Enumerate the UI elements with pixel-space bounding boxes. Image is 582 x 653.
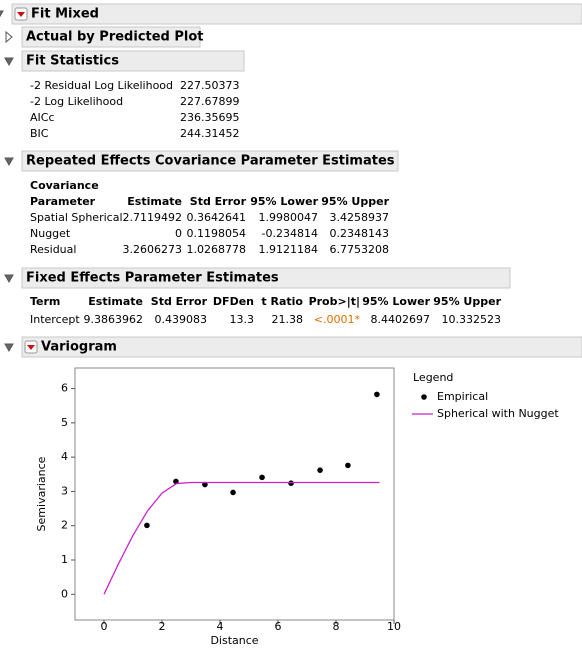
table-cell: <.0001*	[314, 313, 361, 326]
column-header: 95% Upper	[433, 295, 501, 308]
stat-value: 244.31452	[180, 127, 240, 140]
x-tick-label: 8	[333, 620, 340, 633]
table-cell: 1.0268778	[187, 243, 247, 256]
data-point	[144, 522, 150, 529]
legend-title: Legend	[413, 371, 453, 384]
disclosure-toggle[interactable]	[4, 157, 14, 167]
x-tick-label: 10	[387, 620, 401, 633]
column-header: Covariance	[30, 179, 99, 192]
data-point	[202, 481, 208, 488]
stat-value: 227.50373	[180, 79, 240, 92]
column-header: t Ratio	[261, 295, 303, 308]
table-cell: 2.7119492	[123, 211, 183, 224]
table-cell: -0.234814	[262, 227, 318, 240]
data-point	[230, 489, 236, 496]
column-header: Std Error	[151, 295, 208, 308]
x-tick-label: 6	[275, 620, 282, 633]
column-header: Estimate	[127, 195, 182, 208]
menu-arrow	[27, 345, 35, 350]
menu-arrow	[17, 12, 25, 17]
table-cell: 10.332523	[442, 313, 502, 326]
y-tick-label: 3	[61, 484, 68, 497]
stat-label: AICc	[30, 111, 55, 124]
disclosure-toggle[interactable]	[5, 30, 13, 44]
x-tick-label: 2	[159, 620, 166, 633]
table-cell: Residual	[30, 243, 76, 256]
legend-swatch	[421, 394, 427, 400]
column-header: Parameter	[30, 195, 96, 208]
column-header: Prob>|t|	[309, 295, 360, 308]
stat-label: -2 Residual Log Likelihood	[30, 79, 173, 92]
data-point	[317, 467, 323, 473]
column-header: 95% Lower	[362, 295, 430, 308]
column-header: 95% Upper	[321, 195, 389, 208]
table-cell: Intercept	[30, 313, 80, 326]
stat-label: -2 Log Likelihood	[30, 95, 123, 108]
data-point	[288, 480, 294, 487]
y-tick-label: 5	[61, 416, 68, 429]
data-point	[374, 391, 380, 398]
data-point	[259, 474, 265, 481]
table-cell: 0.3642641	[187, 211, 247, 224]
stat-value: 227.67899	[180, 95, 240, 108]
table-cell: 0.1198054	[187, 227, 247, 240]
column-header: 95% Lower	[250, 195, 318, 208]
y-tick-label: 6	[61, 382, 68, 395]
section-title: Fit Statistics	[26, 54, 119, 69]
table-cell: 9.3863962	[84, 313, 144, 326]
table-cell: 0.439083	[155, 313, 208, 326]
column-header: Std Error	[190, 195, 247, 208]
section-header	[21, 336, 582, 358]
y-tick-label: 4	[61, 450, 68, 463]
section-header	[21, 267, 511, 289]
section-title: Fixed Effects Parameter Estimates	[26, 271, 279, 286]
data-point	[345, 462, 351, 469]
legend-label: Spherical with Nugget	[437, 407, 559, 420]
y-tick-label: 0	[61, 587, 68, 600]
section-title: Actual by Predicted Plot	[26, 30, 204, 45]
disclosure-toggle[interactable]	[4, 343, 14, 353]
x-tick-label: 4	[217, 620, 224, 633]
disclosure-toggle[interactable]	[0, 10, 4, 18]
table-cell: Nugget	[30, 227, 71, 240]
y-axis-label: Semivariance	[35, 456, 48, 531]
table-cell: 6.7753208	[330, 243, 390, 256]
legend-label: Empirical	[437, 390, 488, 403]
column-header: Estimate	[88, 295, 143, 308]
section-header	[21, 50, 245, 72]
table-cell: 3.2606273	[123, 243, 183, 256]
disclosure-toggle[interactable]	[4, 57, 14, 67]
section-header	[21, 150, 399, 172]
table-cell: 1.9121184	[259, 243, 319, 256]
section-header	[21, 26, 201, 48]
model-line	[103, 481, 380, 595]
table-cell: 0.2348143	[330, 227, 390, 240]
table-cell: 1.9980047	[259, 211, 319, 224]
section-header	[11, 3, 582, 25]
table-cell: 3.4258937	[330, 211, 390, 224]
table-cell: 8.4402697	[371, 313, 431, 326]
table-cell: 21.38	[272, 313, 304, 326]
stat-value: 236.35695	[180, 111, 240, 124]
stat-label: BIC	[30, 127, 49, 140]
section-title: Variogram	[41, 340, 117, 355]
column-header: Term	[30, 295, 60, 308]
disclosure-toggle[interactable]	[4, 274, 14, 284]
table-cell: 13.3	[230, 313, 255, 326]
section-title: Fit Mixed	[31, 7, 99, 22]
section-title: Repeated Effects Covariance Parameter Es…	[26, 154, 395, 169]
table-cell: Spatial Spherical	[30, 211, 123, 224]
table-cell: 0	[175, 227, 182, 240]
y-tick-label: 2	[61, 519, 68, 532]
y-tick-label: 1	[61, 553, 68, 566]
x-tick-label: 0	[101, 620, 108, 633]
column-header: DFDen	[213, 295, 254, 308]
x-axis-label: Distance	[210, 634, 258, 647]
